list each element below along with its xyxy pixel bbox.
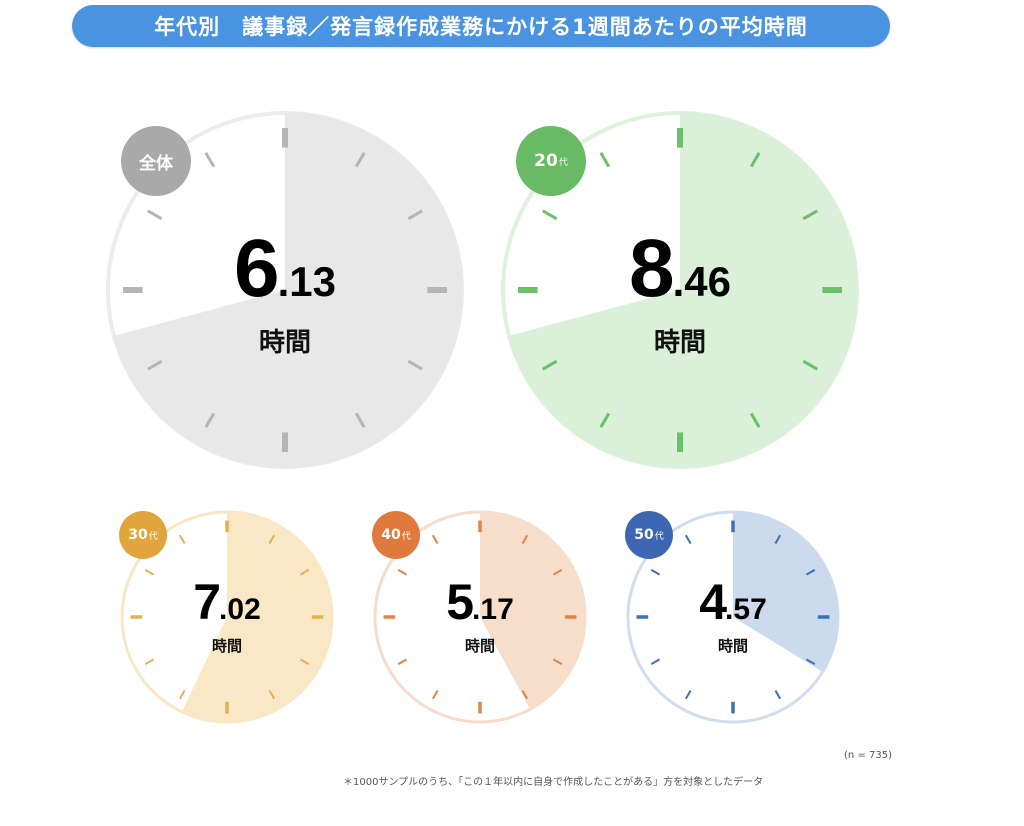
badge-label: 20 <box>534 151 558 171</box>
unit-label: 時間 <box>717 637 748 655</box>
badge-suffix: 代 <box>401 531 411 542</box>
clock-50s: 50 代 4.57 時間 <box>625 509 841 725</box>
value-int: 4 <box>699 574 727 630</box>
value-dec: .02 <box>219 593 261 626</box>
value-overall: 6.13 <box>105 222 465 316</box>
value-int: 5 <box>446 574 474 630</box>
clock-overall: 全体 6.13 時間 <box>105 110 465 470</box>
value-dec: .17 <box>472 593 514 626</box>
clock-face <box>373 510 587 724</box>
value-int: 6 <box>234 223 280 314</box>
unit-label: 時間 <box>464 637 495 655</box>
badge-label: 40 <box>381 527 401 543</box>
value-20s: 8.46 <box>500 222 860 316</box>
badge-overall: 全体 <box>121 126 191 196</box>
badge-label: 30 <box>128 527 148 543</box>
clock-20s: 20 代 8.46 時間 <box>500 110 860 470</box>
badge-suffix: 代 <box>654 531 664 542</box>
value-dec: .57 <box>725 593 767 626</box>
clock-face <box>120 510 334 724</box>
badge-30s: 30 代 <box>119 511 167 559</box>
value-40s: 5.17 <box>372 573 588 631</box>
badge-label: 全体 <box>139 153 173 174</box>
value-50s: 4.57 <box>625 573 841 631</box>
badge-20s: 20 代 <box>516 126 586 196</box>
badge-label: 50 <box>634 527 654 543</box>
value-int: 8 <box>629 223 675 314</box>
clock-face <box>106 111 464 469</box>
clock-30s: 30 代 7.02 時間 <box>119 509 335 725</box>
badge-suffix: 代 <box>148 531 158 542</box>
unit-label: 時間 <box>653 328 706 358</box>
unit-label: 時間 <box>258 328 311 358</box>
footnote: ＊1000サンプルのうち、「この１年以内に自身で作成したことがある」方を対象とし… <box>343 777 764 788</box>
value-dec: .46 <box>672 258 731 305</box>
badge-40s: 40 代 <box>372 511 420 559</box>
chart-title: 年代別 議事録／発言録作成業務にかける1週間あたりの平均時間 <box>72 5 890 47</box>
value-dec: .13 <box>277 258 336 305</box>
clock-face <box>626 510 840 724</box>
value-30s: 7.02 <box>119 573 335 631</box>
clock-40s: 40 代 5.17 時間 <box>372 509 588 725</box>
unit-label: 時間 <box>211 637 242 655</box>
clock-face <box>501 111 859 469</box>
sample-size-note: (n = 735) <box>844 750 892 761</box>
value-int: 7 <box>193 574 221 630</box>
badge-50s: 50 代 <box>625 511 673 559</box>
badge-suffix: 代 <box>558 157 568 168</box>
